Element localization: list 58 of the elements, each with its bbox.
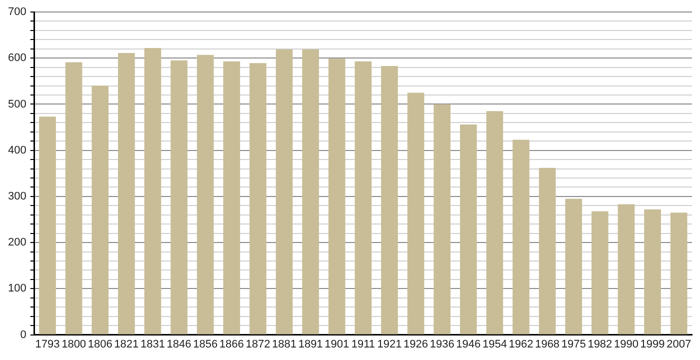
x-tick-label: 1891	[298, 338, 323, 350]
bar	[196, 54, 214, 334]
y-tick-label: 300	[8, 190, 26, 202]
bar	[381, 66, 398, 334]
bar	[223, 61, 240, 334]
bar	[460, 124, 477, 334]
x-tick-label: 1911	[351, 338, 376, 350]
y-tick-label: 100	[8, 282, 26, 295]
x-tick-label: 1821	[114, 338, 139, 350]
bar	[644, 209, 661, 334]
bar	[328, 58, 346, 334]
x-tick-label: 1793	[35, 338, 60, 350]
bar	[407, 92, 424, 334]
bar	[276, 49, 293, 334]
x-tick-label: 1975	[561, 338, 586, 350]
x-tick-label: 2007	[666, 338, 692, 350]
bar	[144, 48, 162, 334]
bar	[39, 116, 56, 334]
bar	[592, 211, 608, 334]
x-tick-label: 1926	[404, 338, 428, 350]
x-tick-label: 1901	[324, 338, 350, 350]
x-tick-label: 1999	[640, 338, 665, 350]
x-tick-label: 1856	[193, 338, 218, 350]
x-tick-label: 1982	[588, 338, 612, 350]
x-tick-label: 1921	[377, 338, 402, 350]
bar	[302, 49, 319, 334]
y-tick-label: 600	[8, 52, 26, 64]
x-tick-label: 1872	[246, 338, 270, 350]
bar	[118, 53, 135, 334]
x-tick-label: 1946	[456, 338, 481, 350]
bar	[618, 204, 635, 334]
x-tick-label: 1806	[88, 338, 112, 350]
bar	[434, 104, 451, 334]
x-tick-label: 1831	[140, 338, 165, 350]
bar	[92, 86, 109, 334]
bar	[250, 63, 266, 334]
x-tick-label: 1954	[482, 338, 507, 350]
bar	[65, 62, 82, 334]
y-tick-label: 0	[20, 328, 26, 341]
bar	[670, 212, 688, 334]
y-tick-label: 400	[8, 144, 26, 156]
bar	[565, 198, 582, 334]
y-tick-label: 700	[8, 6, 26, 18]
bar	[486, 111, 504, 334]
x-tick-label: 1800	[62, 338, 86, 350]
x-tick-label: 1846	[166, 338, 192, 350]
x-tick-label: 1990	[614, 338, 638, 350]
y-tick-label: 500	[8, 98, 26, 110]
x-tick-label: 1968	[535, 338, 560, 350]
bar	[538, 168, 556, 334]
bar	[170, 60, 188, 334]
x-tick-label: 1866	[219, 338, 244, 350]
bar	[354, 61, 372, 334]
bar	[512, 140, 530, 334]
x-tick-label: 1881	[272, 338, 296, 350]
x-tick-label: 1962	[508, 338, 534, 350]
y-tick-label: 200	[8, 236, 26, 249]
x-tick-label: 1936	[430, 338, 454, 350]
